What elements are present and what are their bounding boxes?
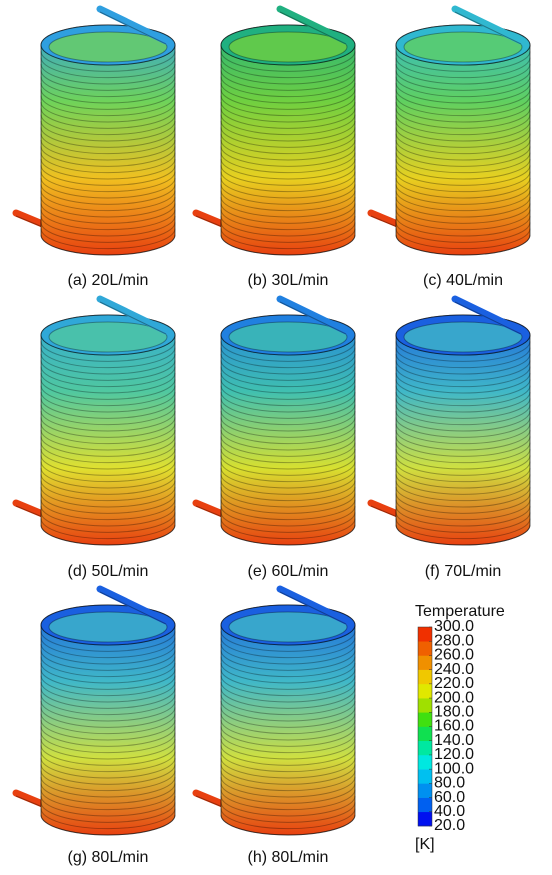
panel-caption: (a) 20L/min [68,272,149,289]
panel-caption: (h) 80L/min [248,849,329,866]
colorbar-band [418,755,432,770]
coil [371,9,530,255]
figure: Temperature [K] (a) 20L/min(b) 30L/min(c… [0,0,552,870]
colorbar-unit: [K] [415,836,435,853]
coil [16,9,175,255]
panel-caption: (f) 70L/min [425,563,501,580]
colorbar-band [418,684,432,699]
panel-caption: (d) 50L/min [68,563,149,580]
colorbar-band [418,712,432,727]
panel-caption: (c) 40L/min [423,272,503,289]
colorbar-band [418,812,432,827]
panel-caption: (b) 30L/min [248,272,329,289]
coil [196,299,355,545]
panel-caption: (g) 80L/min [68,849,149,866]
colorbar-band [418,698,432,713]
coil [371,299,530,545]
colorbar-band [418,670,432,685]
colorbar-band [418,769,432,784]
coil [196,589,355,835]
colorbar-band [418,783,432,798]
colorbar-tick-label: 20.0 [434,817,465,834]
coil [196,9,355,255]
panel-caption: (e) 60L/min [248,563,329,580]
colorbar-band [418,641,432,656]
colorbar-band [418,627,432,642]
colorbar-band [418,727,432,742]
colorbar-band [418,741,432,756]
coil [16,299,175,545]
coil [16,589,175,835]
colorbar-band [418,655,432,670]
colorbar-band [418,798,432,813]
